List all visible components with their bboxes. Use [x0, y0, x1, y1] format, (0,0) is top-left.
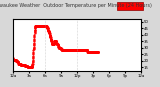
- Text: Milwaukee Weather  Outdoor Temperature per Minute (24 Hours): Milwaukee Weather Outdoor Temperature pe…: [0, 3, 152, 8]
